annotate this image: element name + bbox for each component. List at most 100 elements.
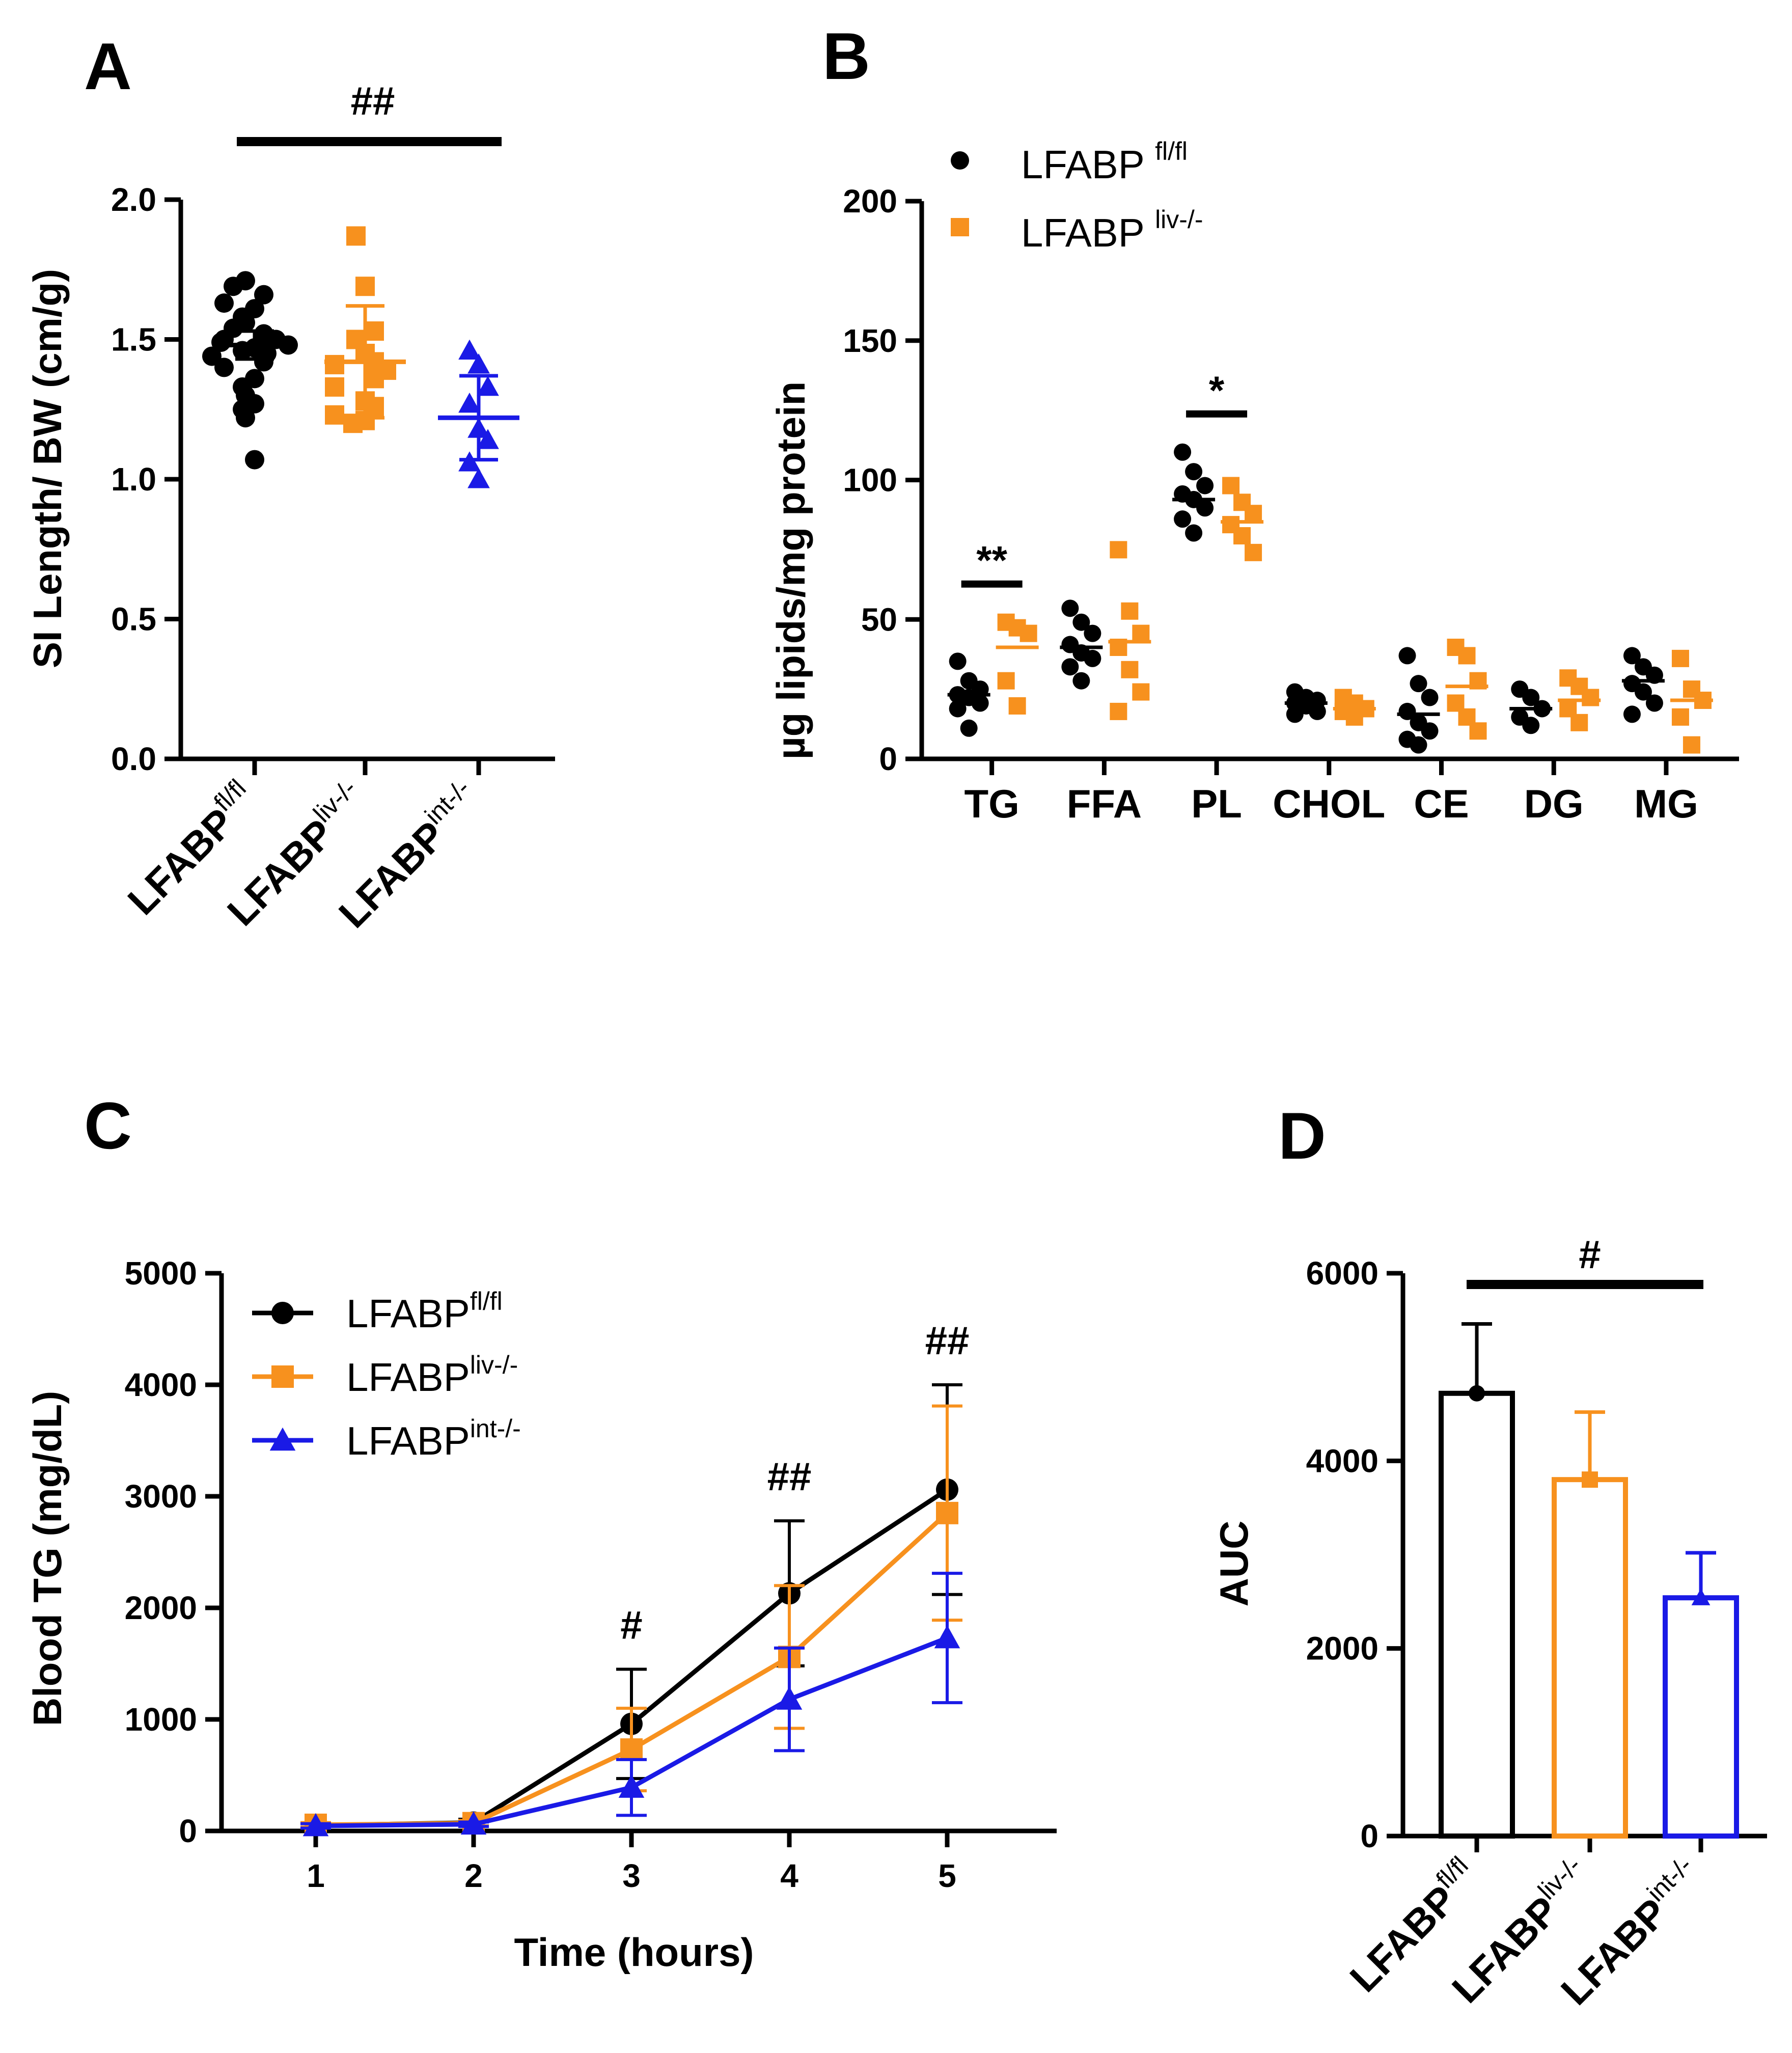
panel-a-data-point — [214, 358, 234, 377]
panel-b-data-point — [1421, 722, 1439, 740]
panel-c-data-point — [934, 1625, 960, 1649]
panel-c-y-tick-label: 2000 — [125, 1590, 197, 1626]
panel-d-y-axis-label: AUC — [1211, 1521, 1256, 1607]
panel-c-x-tick-label: 2 — [464, 1857, 483, 1894]
panel-d-bar-marker — [1469, 1385, 1485, 1402]
panel-b-x-tick-label: CE — [1414, 781, 1469, 826]
panel-a-data-point — [458, 339, 481, 360]
panel-b-data-point — [1308, 702, 1326, 720]
panel-c-marks: ##### — [300, 1318, 969, 1837]
panel-d: D 0200040006000LFABPfl/fl​LFABPliv-/-​LF… — [1211, 1099, 1767, 2014]
panel-d-bar — [1663, 1595, 1739, 1839]
panel-a-data-point — [477, 429, 499, 449]
panel-c-y-tick-label: 0 — [179, 1813, 197, 1849]
panel-b-data-point — [1072, 613, 1090, 631]
panel-b-data-point — [1196, 477, 1214, 495]
panel-c-legend: LFABPfl/fl LFABPliv-/- LFABPint-/- — [252, 1287, 521, 1463]
panel-c-data-point — [936, 1501, 958, 1524]
panel-a-y-tick-label: 0.0 — [111, 741, 156, 777]
panel-d-significance-label: # — [1579, 1232, 1601, 1277]
panel-a-data-point — [325, 405, 344, 425]
panel-a-letter: A — [84, 29, 132, 103]
panel-c-data-point — [620, 1738, 643, 1761]
panel-b-legend-marker-liv — [951, 218, 969, 236]
panel-a-data-point — [202, 346, 222, 366]
panel-b-data-point — [1671, 708, 1689, 726]
panel-b-data-point — [1645, 694, 1663, 712]
panel-c-y-tick-label: 4000 — [125, 1366, 197, 1403]
panel-b-data-point — [1110, 541, 1127, 559]
panel-b-data-point — [1245, 543, 1262, 561]
panel-a-data-point — [236, 408, 255, 428]
panel-b-data-point — [1072, 672, 1090, 690]
panel-a-data-point — [365, 321, 384, 341]
panel-b-data-point — [1084, 624, 1101, 642]
panel-b-data-point — [1121, 602, 1139, 620]
panel-c-legend-label: LFABPliv-/- — [346, 1351, 518, 1400]
panel-c-x-tick-label: 1 — [307, 1857, 325, 1894]
panel-b-data-point — [1286, 705, 1304, 723]
panel-c-x-tick-label: 5 — [938, 1857, 956, 1894]
panel-c-x-axis-label: Time (hours) — [514, 1930, 754, 1975]
panel-c-legend-label: LFABPint-/- — [346, 1414, 521, 1463]
panel-b-data-point — [1623, 705, 1641, 723]
panel-a-significance-label: ## — [351, 78, 395, 123]
panel-b-data-point — [960, 719, 978, 737]
panel-c-y-tick-label: 3000 — [125, 1478, 197, 1515]
panel-b-data-point — [1174, 510, 1192, 528]
panel-b-data-point — [1174, 443, 1192, 461]
panel-b-axes: 0 50 100 150 200 TG FFA PL CHOL CE DG MG — [843, 183, 1739, 826]
panel-b-marks: *** — [947, 368, 1713, 754]
panel-d-bar — [1439, 1390, 1515, 1839]
panel-b-data-point — [1185, 463, 1203, 481]
panel-d-y-tick-label: 4000 — [1306, 1442, 1379, 1479]
panel-a-y-tick-label: 1.5 — [111, 321, 156, 358]
panel-c-x-tick-label: 3 — [622, 1857, 641, 1894]
panel-b-data-point — [1121, 661, 1139, 678]
panel-b-data-point — [1671, 649, 1689, 667]
panel-b-letter: B — [822, 19, 870, 93]
panel-b-data-point — [1245, 505, 1262, 523]
panel-c-axes: 0 1000 2000 3000 4000 5000 1 2 3 4 5 — [125, 1255, 1057, 1894]
panel-b-x-tick-label: MG — [1634, 781, 1698, 826]
panel-a-axes: 0.00.51.01.52.0LFABPfl/fl​LFABPliv-/-​LF… — [111, 181, 555, 937]
panel-c-data-point — [302, 1813, 329, 1837]
panel-d-axes: 0200040006000LFABPfl/fl​LFABPliv-/-​LFAB… — [1306, 1255, 1767, 2014]
panel-b-data-point — [949, 700, 967, 718]
panel-b-data-point — [1061, 658, 1079, 676]
panel-a-data-point — [325, 354, 344, 374]
panel-a-y-axis-label: SI Length/ BW (cm/g) — [25, 269, 70, 668]
panel-b-legend-label-liv: LFABP liv-/- — [1021, 205, 1203, 255]
panel-c-legend-marker — [269, 1427, 296, 1451]
panel-b-legend: LFABP fl/fl LFABP liv-/- — [951, 137, 1203, 255]
panel-b-data-point — [997, 672, 1015, 690]
panel-b-data-point — [1084, 649, 1101, 667]
panel-c-legend-marker — [271, 1302, 294, 1324]
panel-b-y-axis-label: µg lipids/mg protein — [768, 381, 813, 760]
panel-a-y-tick-label: 1.0 — [111, 461, 156, 498]
panel-b-data-point — [1019, 624, 1037, 642]
panel-b-data-point — [949, 652, 967, 670]
panel-b-legend-label-fl: LFABP fl/fl — [1021, 137, 1188, 187]
panel-d-bar-marker — [1691, 1588, 1711, 1605]
panel-b-data-point — [1196, 499, 1214, 517]
panel-b-data-point — [1683, 736, 1700, 754]
panel-c-data-point — [618, 1774, 645, 1798]
panel-b-data-point — [1008, 697, 1026, 715]
panel-a-data-point — [365, 369, 384, 389]
panel-b-significance-label: * — [1209, 368, 1225, 413]
panel-a-data-point — [467, 353, 490, 374]
panel-b-data-point — [971, 694, 989, 712]
panel-a-data-point — [224, 277, 243, 296]
panel-b-data-point — [1132, 683, 1150, 701]
panel-c-annotation: ## — [925, 1318, 970, 1363]
panel-a-y-tick-label: 2.0 — [111, 181, 156, 218]
panel-a-y-tick-label: 0.5 — [111, 601, 156, 638]
panel-b-data-point — [1522, 689, 1540, 706]
panel-d-letter: D — [1278, 1099, 1326, 1173]
panel-c-data-point — [776, 1686, 803, 1710]
panel-c-annotation: # — [620, 1602, 642, 1647]
panel-d-y-tick-label: 0 — [1360, 1818, 1379, 1854]
panel-c-legend-label: LFABPfl/fl — [346, 1287, 503, 1336]
